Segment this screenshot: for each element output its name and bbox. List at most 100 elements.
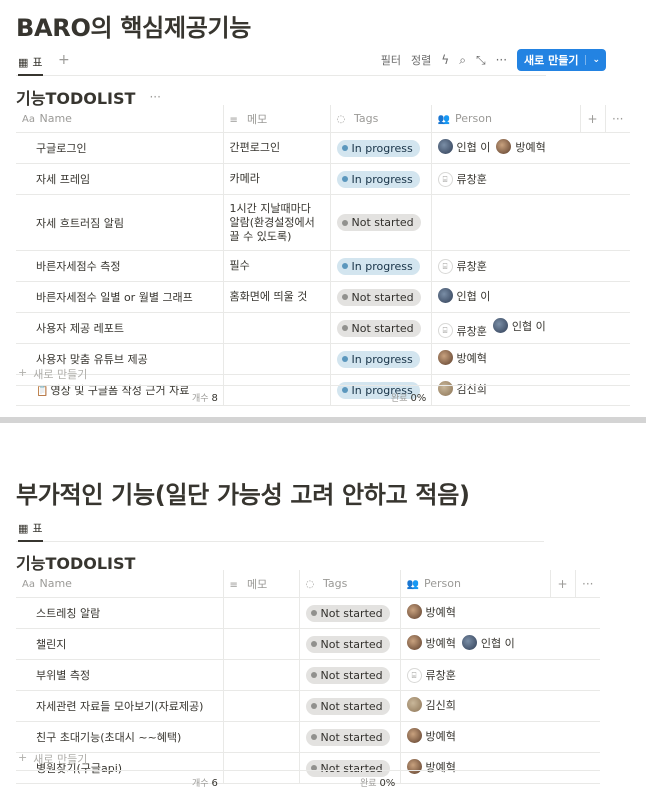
cell-name[interactable]: 사용자 제공 레포트 <box>16 312 224 344</box>
table-row[interactable]: 바른자세점수 일별 or 월별 그래프 홈화면에 띄울 것 Not started 인… <box>16 281 630 313</box>
cell-person[interactable]: ⌸ 류창훈 <box>431 163 630 195</box>
cell-name[interactable]: 병원찾기(구글api) <box>16 752 224 784</box>
cell-tags[interactable]: Not started <box>330 194 432 251</box>
column-header-memo[interactable]: ≡ 메모 <box>223 105 331 133</box>
cell-memo[interactable] <box>223 343 331 375</box>
cell-memo[interactable]: 간편로그인 <box>223 132 331 164</box>
cell-name[interactable]: 📋 영상 및 구글폼 작성 근거 자료 <box>16 374 224 406</box>
table-row[interactable]: 병원찾기(구글api) Not started 방예혁 <box>16 752 600 784</box>
cell-name[interactable]: 바른자세점수 일별 or 월별 그래프 <box>16 281 224 313</box>
table-row[interactable]: 구글로그인 간편로그인 In progress 인협 이 방예혁 <box>16 132 630 164</box>
tab-table-view[interactable]: ▦ 표 <box>18 517 43 542</box>
search-icon[interactable]: ⌕ <box>459 52 466 67</box>
expand-icon[interactable]: ⤡ <box>475 52 486 67</box>
cell-name[interactable]: 자세관련 자료들 모아보기(자료제공) <box>16 690 224 722</box>
add-row-button[interactable]: + 새로 만들기 <box>18 366 87 382</box>
column-header-name[interactable]: Aa Name <box>16 570 224 598</box>
cell-tags[interactable]: Not started <box>330 281 432 313</box>
status-tag[interactable]: In progress <box>336 170 420 188</box>
cell-name[interactable]: 바른자세점수 측정 <box>16 250 224 282</box>
cell-name[interactable]: 사용자 맞춤 유튜브 제공 <box>16 343 224 375</box>
status-tag[interactable]: Not started <box>305 728 390 746</box>
database-title-text[interactable]: 기능TODOLIST <box>16 554 136 573</box>
cell-name[interactable]: 자세 흐트러짐 알림 <box>16 194 224 251</box>
cell-person[interactable]: ⌸ 류창훈 <box>431 250 630 282</box>
cell-tags[interactable]: Not started <box>299 690 401 722</box>
more-icon[interactable]: ··· <box>605 105 630 133</box>
table-row[interactable]: 스트레칭 알람 Not started 방예혁 <box>16 597 600 629</box>
person-chip[interactable]: 방예혁 <box>437 350 487 366</box>
cell-person[interactable]: 방예혁 <box>400 597 600 629</box>
cell-memo[interactable] <box>223 752 300 784</box>
cell-tags[interactable]: In progress <box>330 250 432 282</box>
person-chip[interactable]: ⌸ 류창훈 <box>437 323 487 339</box>
cell-tags[interactable]: Not started <box>299 659 401 691</box>
table-row[interactable]: 부위별 측정 Not started ⌸ 류창훈 <box>16 659 600 691</box>
person-chip[interactable]: 방예혁 <box>406 635 456 651</box>
cell-person[interactable]: 방예혁 인협 이 <box>400 628 600 660</box>
status-tag[interactable]: Not started <box>305 759 390 777</box>
person-chip[interactable]: 인협 이 <box>437 288 490 304</box>
cell-memo[interactable] <box>223 721 300 753</box>
cell-tags[interactable]: In progress <box>330 132 432 164</box>
cell-person[interactable]: 방예혁 <box>431 343 630 375</box>
cell-name[interactable]: 부위별 측정 <box>16 659 224 691</box>
person-chip[interactable]: 방예혁 <box>406 759 456 775</box>
cell-tags[interactable]: Not started <box>299 597 401 629</box>
table-row[interactable]: 자세관련 자료들 모아보기(자료제공) Not started 김신희 <box>16 690 600 722</box>
lightning-icon[interactable]: ϟ <box>441 53 450 67</box>
add-row-button[interactable]: + 새로 만들기 <box>18 751 87 767</box>
cell-person[interactable] <box>431 194 630 251</box>
tab-table-view[interactable]: ▦ 표 <box>18 51 43 76</box>
person-chip[interactable]: ⌸ 류창훈 <box>437 258 487 274</box>
table-row[interactable]: 친구 초대기능(초대시 ~~혜택) Not started 방예혁 <box>16 721 600 753</box>
cell-memo[interactable]: 1시간 지날때마다 알람(환경설정에서 끌 수 있도록) <box>223 194 331 251</box>
table-row[interactable]: 사용자 제공 레포트 Not started ⌸ 류창훈 인협 이 <box>16 312 630 344</box>
cell-memo[interactable] <box>223 597 300 629</box>
person-chip[interactable]: 방예혁 <box>496 139 546 155</box>
status-tag[interactable]: Not started <box>305 635 390 653</box>
column-header-memo[interactable]: ≡ 메모 <box>223 570 300 598</box>
cell-person[interactable]: 김신희 <box>431 374 630 406</box>
cell-memo[interactable] <box>223 374 331 406</box>
cell-tags[interactable]: Not started <box>299 628 401 660</box>
more-icon[interactable]: ··· <box>495 53 508 67</box>
column-header-tags[interactable]: ◌ Tags <box>330 105 432 133</box>
filter-button[interactable]: 필터 <box>380 54 402 67</box>
status-tag[interactable]: Not started <box>336 319 421 337</box>
cell-name[interactable]: 구글로그인 <box>16 132 224 164</box>
person-chip[interactable]: 김신희 <box>437 381 487 397</box>
cell-person[interactable]: ⌸ 류창훈 <box>400 659 600 691</box>
cell-person[interactable]: 방예혁 <box>400 721 600 753</box>
cell-person[interactable]: ⌸ 류창훈 인협 이 <box>431 312 630 344</box>
add-property-button[interactable]: + <box>550 570 576 598</box>
cell-memo[interactable]: 카메라 <box>223 163 331 195</box>
column-header-person[interactable]: 👥 Person <box>431 105 581 133</box>
column-header-person[interactable]: 👥 Person <box>400 570 551 598</box>
chevron-down-icon[interactable]: ⌄ <box>585 55 606 65</box>
cell-tags[interactable]: In progress <box>330 163 432 195</box>
person-chip[interactable]: ⌸ 류창훈 <box>437 171 487 187</box>
cell-memo[interactable]: 필수 <box>223 250 331 282</box>
person-chip[interactable]: 인협 이 <box>437 139 490 155</box>
cell-tags[interactable]: Not started <box>299 752 401 784</box>
column-header-tags[interactable]: ◌ Tags <box>299 570 401 598</box>
database-title-text[interactable]: 기능TODOLIST <box>16 89 136 108</box>
cell-person[interactable]: 인협 이 방예혁 <box>431 132 630 164</box>
new-button[interactable]: 새로 만들기 ⌄ <box>517 49 606 71</box>
person-chip[interactable]: 김신희 <box>406 697 456 713</box>
add-view-button[interactable]: + <box>58 52 70 68</box>
cell-tags[interactable]: In progress <box>330 343 432 375</box>
status-tag[interactable]: In progress <box>336 350 420 368</box>
add-property-button[interactable]: + <box>580 105 606 133</box>
cell-memo[interactable] <box>223 628 300 660</box>
cell-person[interactable]: 인협 이 <box>431 281 630 313</box>
cell-person[interactable]: 김신희 <box>400 690 600 722</box>
table-row[interactable]: 자세 흐트러짐 알림 1시간 지날때마다 알람(환경설정에서 끌 수 있도록) No… <box>16 194 630 251</box>
cell-name[interactable]: 챌린지 <box>16 628 224 660</box>
column-header-name[interactable]: Aa Name <box>16 105 224 133</box>
cell-memo[interactable] <box>223 312 331 344</box>
cell-name[interactable]: 자세 프레임 <box>16 163 224 195</box>
table-row[interactable]: 자세 프레임 카메라 In progress ⌸ 류창훈 <box>16 163 630 195</box>
status-tag[interactable]: Not started <box>336 288 421 306</box>
